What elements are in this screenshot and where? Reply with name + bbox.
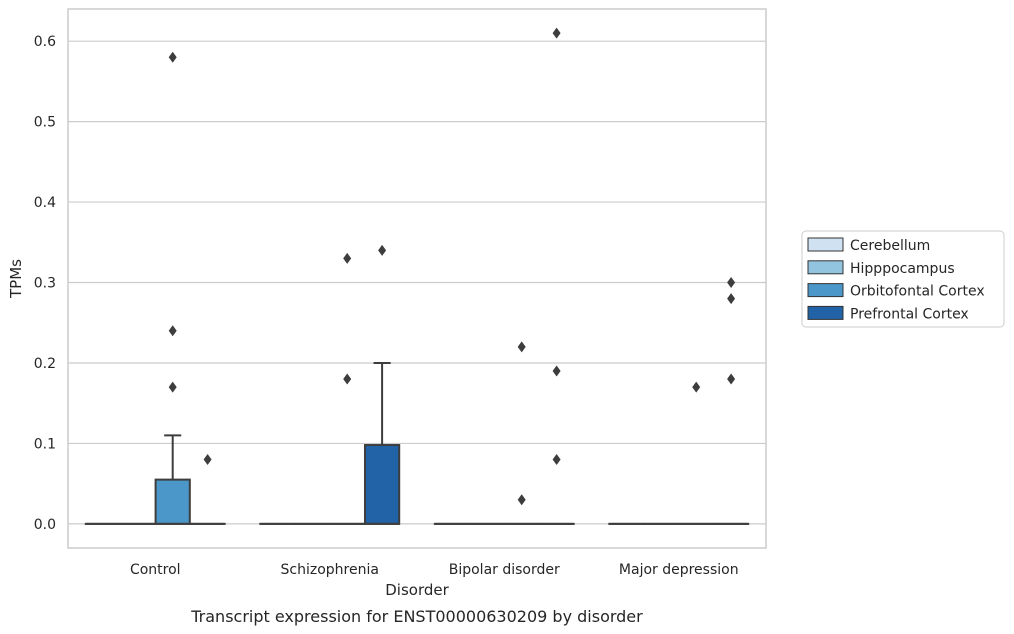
box-series [84,361,750,525]
x-tick-label-bipolar-disorder: Bipolar disorder [449,562,560,578]
outlier-point-bipolar-disorder-orbitofontal-cortex [517,494,526,506]
outlier-point-major-depression-orbitofontal-cortex [692,381,701,393]
outlier-point-bipolar-disorder-prefrontal-cortex [552,27,561,39]
plot-frame [67,8,767,549]
outlier-point-schizophrenia-orbitofontal-cortex [343,252,352,264]
y-tick-label: 0.6 [34,34,56,50]
outlier-point-bipolar-disorder-prefrontal-cortex [552,365,561,377]
legend-label-hipppocampus: Hipppocampus [850,261,955,277]
legend-swatch-orbitofontal-cortex [807,283,844,298]
legend-swatch-prefrontal-cortex [807,305,844,320]
box-body [363,444,401,525]
box-schizophrenia-prefrontal-cortex [363,361,401,525]
outlier-point-control-prefrontal-cortex [203,454,212,466]
outlier-point-major-depression-prefrontal-cortex [727,293,736,305]
box-control-orbitofontal-cortex [154,434,191,525]
outlier-point-control-orbitofontal-cortex [168,325,177,337]
legend-box [801,230,1005,328]
y-axis-title: TPMs [7,259,25,299]
outlier-point-major-depression-prefrontal-cortex [727,373,736,385]
y-tick-label: 0.0 [34,517,56,533]
chart-caption: Transcript expression for ENST0000063020… [190,607,643,626]
outlier-point-bipolar-disorder-orbitofontal-cortex [517,341,526,353]
box-body [154,478,191,525]
y-tick-label: 0.2 [34,356,56,372]
outlier-point-bipolar-disorder-prefrontal-cortex [552,454,561,466]
outlier-point-control-orbitofontal-cortex [168,381,177,393]
outlier-point-control-orbitofontal-cortex [168,51,177,63]
legend: Cerebellum Hipppocampus Orbitofontal Corte… [801,230,1005,328]
legend-label-cerebellum: Cerebellum [850,238,930,254]
outlier-points [168,27,736,506]
outlier-point-major-depression-prefrontal-cortex [727,277,736,289]
legend-label-orbitofontal-cortex: Orbitofontal Cortex [850,284,985,300]
legend-swatch-hipppocampus [807,260,844,275]
x-tick-label-major-depression: Major depression [619,562,739,578]
x-tick-labels: Control Schizophrenia Bipolar disorder Majo… [130,562,739,578]
y-tick-labels: 0.0 0.1 0.2 0.3 0.4 0.5 0.6 [34,34,56,533]
legend-swatch-cerebellum [807,237,844,252]
y-tick-label: 0.4 [34,195,56,211]
outlier-point-schizophrenia-prefrontal-cortex [378,244,387,256]
outlier-point-schizophrenia-orbitofontal-cortex [343,373,352,385]
x-tick-label-control: Control [130,562,181,578]
y-tick-label: 0.5 [34,115,56,131]
x-tick-label-schizophrenia: Schizophrenia [281,562,379,578]
x-axis-title: Disorder [385,581,449,599]
legend-label-prefrontal-cortex: Prefrontal Cortex [850,306,969,322]
y-tick-label: 0.3 [34,276,56,292]
y-tick-label: 0.1 [34,436,56,452]
